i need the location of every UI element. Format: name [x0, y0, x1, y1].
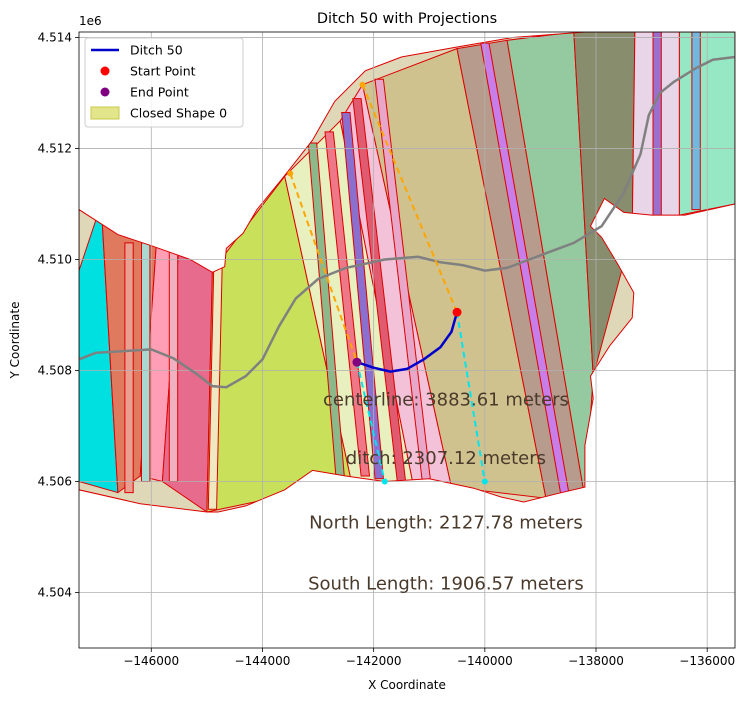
- legend-label: Closed Shape 0: [130, 106, 227, 121]
- x-tick-label: −146000: [123, 654, 179, 668]
- legend-marker-swatch: [100, 87, 110, 97]
- y-tick-label: 4.504: [38, 586, 72, 600]
- north-projection-point: [359, 81, 366, 88]
- closed-shape-outline: [79, 32, 735, 513]
- lines-layer: [79, 55, 735, 485]
- legend-box: [84, 37, 244, 128]
- y-tick-label: 4.510: [38, 253, 72, 267]
- parcel-band-1: [324, 131, 371, 477]
- south-projection-point: [481, 478, 488, 485]
- y-tick-label: 4.512: [38, 142, 72, 156]
- x-tick-label: −136000: [679, 654, 735, 668]
- south-projection-line: [456, 312, 486, 482]
- north-projection-line: [361, 84, 458, 313]
- parcel-band-7: [691, 32, 701, 211]
- x-axis: −146000 −144000 −142000 −140000 −138000 −1360…: [123, 648, 735, 668]
- parcel-band-10: [168, 245, 179, 482]
- parcel-band-8: [124, 242, 134, 494]
- y-axis-label: Y Coordinate: [8, 302, 22, 380]
- chart-title: Ditch 50 with Projections: [317, 11, 497, 27]
- parcel-band-2: [341, 112, 384, 480]
- south-projection-point: [381, 478, 388, 485]
- legend-patch-swatch: [90, 106, 120, 120]
- annotation-text-3: South Length: 1906.57 meters: [308, 574, 584, 595]
- legend-label: Start Point: [130, 64, 196, 79]
- annotation-layer: centerline: 3883.61 meters ditch: 2307.12…: [308, 389, 584, 594]
- y-offset-label: 1e6: [79, 14, 102, 28]
- x-tick-label: −140000: [457, 654, 513, 668]
- legend-marker-swatch: [100, 66, 110, 76]
- centerline: [79, 55, 735, 389]
- south-projection-line: [356, 361, 386, 482]
- ditch-line: [356, 311, 459, 373]
- plot-area: centerline: 3883.61 meters ditch: 2307.12…: [78, 31, 736, 649]
- plot-frame: [78, 31, 736, 649]
- x-tick-label: −138000: [568, 654, 624, 668]
- end-point-marker: [352, 357, 362, 367]
- annotation-text-1: ditch: 2307.12 meters: [346, 448, 546, 469]
- y-tick-label: 4.506: [38, 475, 72, 489]
- y-tick-label: 4.514: [38, 31, 72, 45]
- north-projection-line: [289, 173, 358, 363]
- x-tick-label: −144000: [235, 654, 291, 668]
- y-axis: 4.504 4.506 4.508 4.510 4.512 4.514: [38, 31, 79, 600]
- parcel-band-6: [652, 32, 662, 219]
- shapes-layer: [79, 32, 735, 513]
- annotation-text-2: North Length: 2127.78 meters: [309, 513, 583, 534]
- legend: Ditch 50 Start Point End Point Closed Shape…: [84, 37, 244, 128]
- y-tick-label: 4.508: [38, 364, 72, 378]
- annotation-text-0: centerline: 3883.61 meters: [323, 389, 569, 410]
- north-projection-point: [287, 170, 294, 177]
- x-axis-label: X Coordinate: [368, 678, 446, 692]
- parcel-band-9: [141, 242, 151, 482]
- start-point-marker: [452, 307, 462, 317]
- legend-label: End Point: [130, 85, 189, 100]
- x-tick-label: −142000: [346, 654, 402, 668]
- legend-label: Ditch 50: [130, 43, 183, 58]
